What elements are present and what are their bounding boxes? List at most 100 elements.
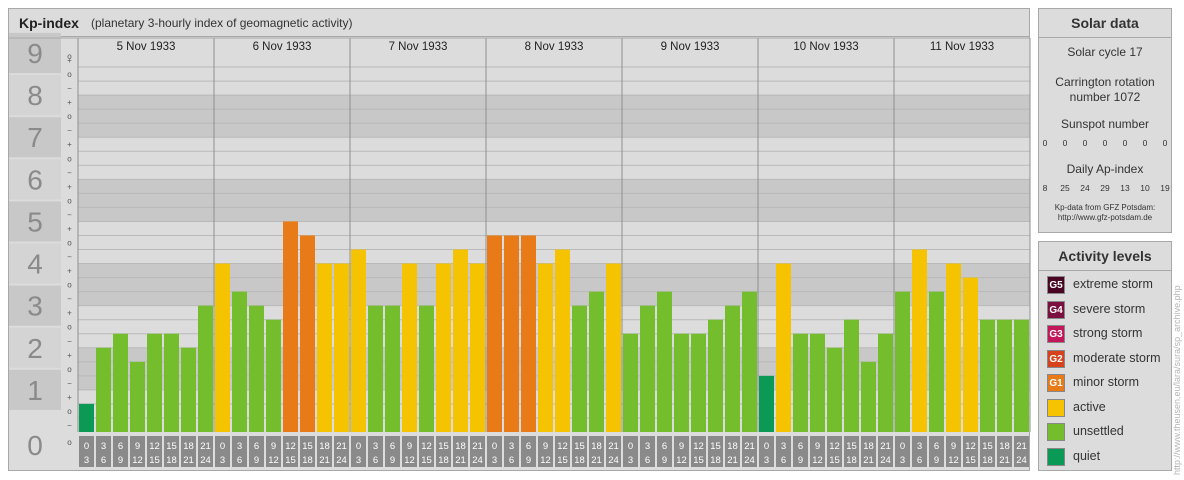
hour-box xyxy=(317,436,332,467)
hour-box xyxy=(657,436,672,467)
legend-swatch xyxy=(1047,447,1065,466)
thirds-marker: − xyxy=(67,210,72,219)
hour-label-end: 24 xyxy=(744,455,755,466)
hour-box xyxy=(946,436,961,467)
hour-label-start: 3 xyxy=(917,441,922,452)
kp-bar xyxy=(351,249,366,432)
hour-box xyxy=(130,436,145,467)
hour-label-end: 9 xyxy=(390,455,395,466)
kp-bar xyxy=(572,305,587,432)
sunspot-values: 0 0 0 0 0 0 0 xyxy=(1039,138,1171,150)
kp-bar xyxy=(436,263,451,432)
hour-label-end: 3 xyxy=(220,455,225,466)
hour-label-start: 21 xyxy=(472,441,483,452)
hour-box xyxy=(215,436,230,467)
hour-label-start: 9 xyxy=(135,441,140,452)
solar-cycle: Solar cycle 17 xyxy=(1067,45,1143,59)
hour-box xyxy=(929,436,944,467)
hour-label-end: 12 xyxy=(132,455,143,466)
kp-chart: 0123456789−o+−o+−o+−o+−o+−o+−o+−o+−o+oo5… xyxy=(9,32,1031,470)
kp-bar xyxy=(810,333,825,432)
kp-bar xyxy=(742,291,757,432)
kp-bar xyxy=(402,263,417,432)
hour-box xyxy=(283,436,298,467)
thirds-marker: − xyxy=(67,379,72,388)
kp-bar xyxy=(946,263,961,432)
hour-label-start: 0 xyxy=(492,441,497,452)
hour-label-start: 0 xyxy=(900,441,905,452)
hour-label-start: 18 xyxy=(863,441,874,452)
ap-value: 19 xyxy=(1160,183,1170,193)
hour-label-end: 18 xyxy=(438,455,449,466)
hour-label-end: 3 xyxy=(492,455,497,466)
thirds-marker: o xyxy=(67,407,72,416)
kp-bar xyxy=(334,263,349,432)
sunspot-label: Sunspot number xyxy=(1060,117,1150,131)
legend-swatch: G2 xyxy=(1047,349,1065,368)
source-line2[interactable]: http://www.gfz-potsdam.de xyxy=(1057,213,1153,222)
y-tick-band xyxy=(9,327,61,368)
day-label-strip xyxy=(78,38,1030,53)
kp-bar xyxy=(215,263,230,432)
y-tick-label: 4 xyxy=(27,249,43,280)
hour-label-end: 9 xyxy=(662,455,667,466)
hour-box xyxy=(589,436,604,467)
hour-label-start: 15 xyxy=(574,441,585,452)
y-tick-label: 2 xyxy=(27,333,43,364)
hour-box xyxy=(861,436,876,467)
hour-label-start: 6 xyxy=(526,441,531,452)
activity-levels-panel: Activity levels G5 extreme storm G4 severe … xyxy=(1038,241,1172,471)
hour-label-start: 15 xyxy=(846,441,857,452)
hour-label-end: 21 xyxy=(183,455,194,466)
hour-label-end: 18 xyxy=(710,455,721,466)
hour-label-start: 9 xyxy=(951,441,956,452)
hour-label-end: 9 xyxy=(254,455,259,466)
hour-label-start: 0 xyxy=(356,441,361,452)
kp-bar xyxy=(895,291,910,432)
hour-label-start: 18 xyxy=(183,441,194,452)
kp-band-5 xyxy=(78,179,1030,222)
hour-box xyxy=(606,436,621,467)
hour-label-start: 6 xyxy=(934,441,939,452)
kp-bar xyxy=(606,263,621,432)
kp-bar xyxy=(317,263,332,432)
hour-label-end: 6 xyxy=(645,455,650,466)
kp-bar xyxy=(861,361,876,432)
y-tick-band xyxy=(9,75,61,116)
kp-bar xyxy=(266,319,281,432)
hour-label-end: 24 xyxy=(336,455,347,466)
day-label: 6 Nov 1933 xyxy=(253,41,312,53)
legend-label: unsettled xyxy=(1073,424,1124,438)
kp-bar xyxy=(470,263,485,432)
sunspot-value: 0 xyxy=(1122,138,1128,148)
hour-box xyxy=(113,436,128,467)
hour-label-start: 21 xyxy=(336,441,347,452)
thirds-marker: o xyxy=(67,154,72,163)
legend-label: extreme storm xyxy=(1073,277,1153,291)
legend-swatch: G5 xyxy=(1047,276,1065,294)
y-tick-label: 3 xyxy=(27,291,43,322)
kp-bar xyxy=(300,235,315,432)
y-tick-band xyxy=(9,369,61,410)
kp-bar xyxy=(980,319,995,432)
hour-label-start: 15 xyxy=(982,441,993,452)
y-tick-band xyxy=(9,159,61,200)
hour-label-start: 9 xyxy=(407,441,412,452)
thirds-marker: + xyxy=(67,267,72,276)
legend-label: strong storm xyxy=(1073,326,1143,340)
hour-box xyxy=(572,436,587,467)
legend-swatch: G3 xyxy=(1047,325,1065,343)
thirds-marker: + xyxy=(67,140,72,149)
y-tick-band xyxy=(9,32,61,74)
kp-bar xyxy=(419,305,434,432)
hour-label-start: 3 xyxy=(237,441,242,452)
carrington-line2: number 1072 xyxy=(1069,90,1141,104)
hour-label-end: 21 xyxy=(319,455,330,466)
kp-bar xyxy=(725,305,740,432)
hour-label-start: 12 xyxy=(557,441,568,452)
hour-box xyxy=(878,436,893,467)
hour-label-end: 3 xyxy=(900,455,905,466)
kp-bar xyxy=(674,333,689,432)
hour-label-start: 12 xyxy=(829,441,840,452)
hour-label-start: 12 xyxy=(149,441,160,452)
